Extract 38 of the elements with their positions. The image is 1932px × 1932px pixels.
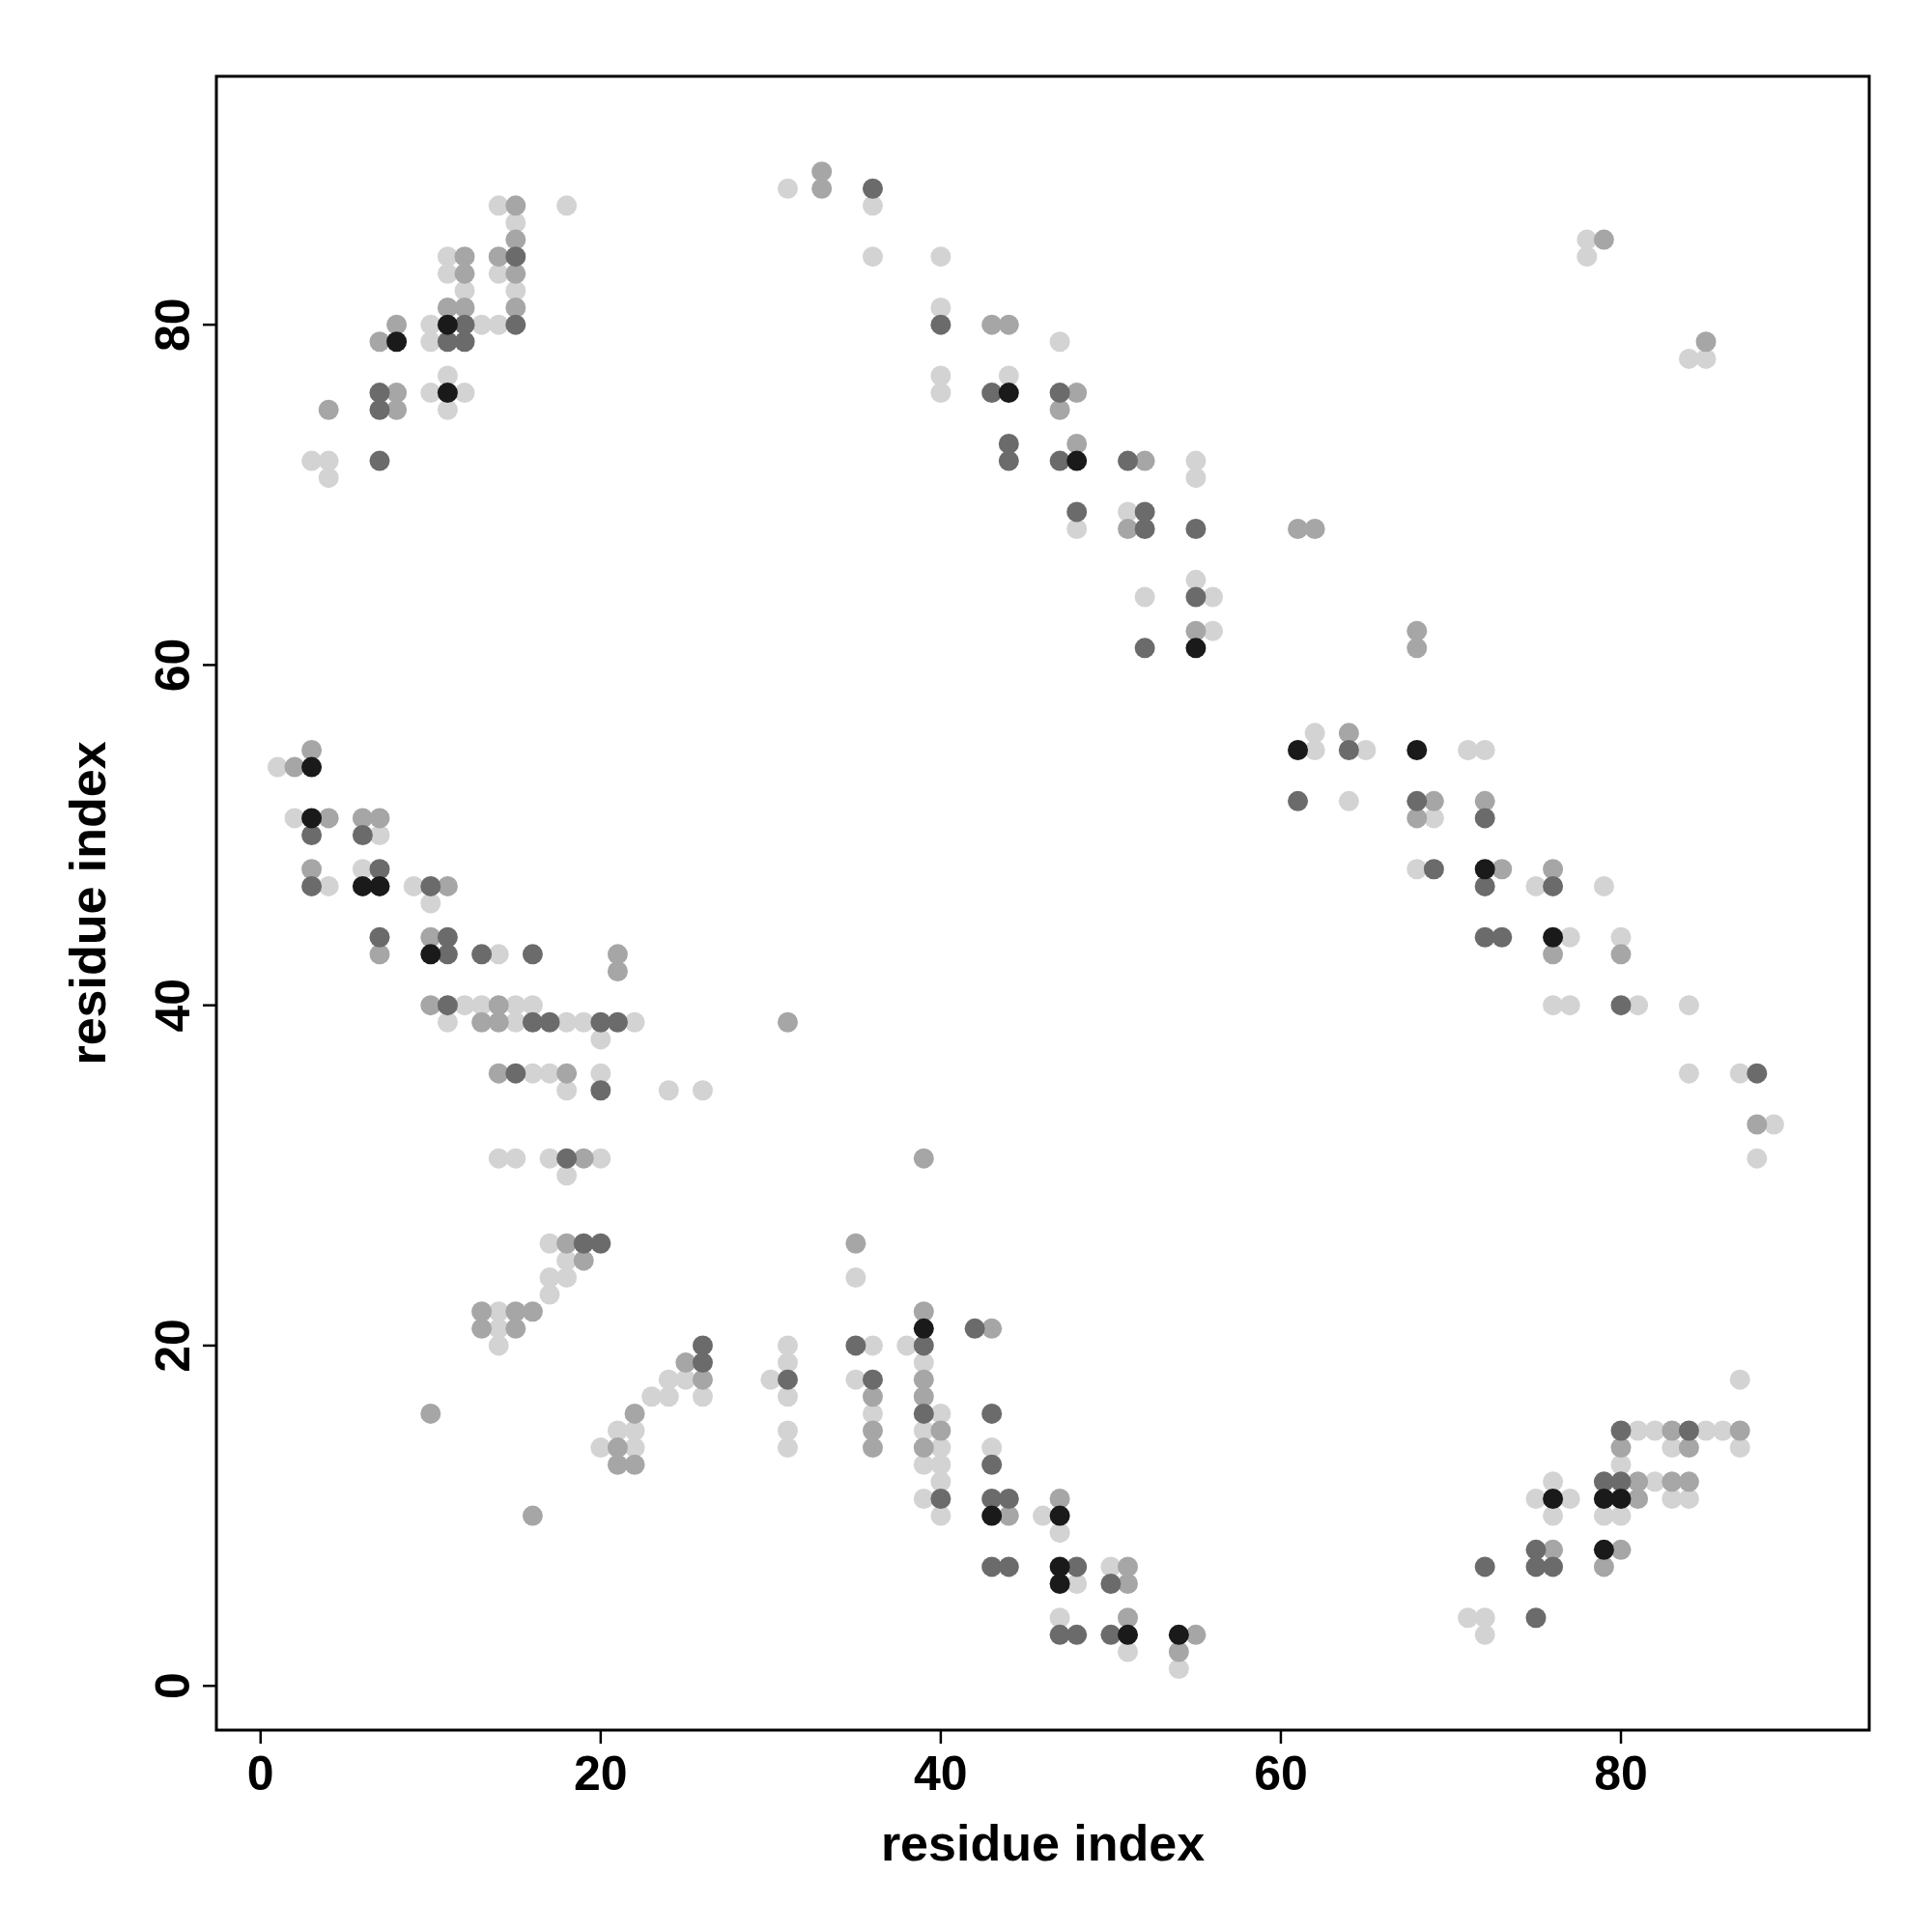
point bbox=[1288, 739, 1309, 760]
point bbox=[1543, 1488, 1564, 1509]
x-tick-label: 20 bbox=[574, 1747, 628, 1801]
point bbox=[369, 875, 390, 896]
y-tick-label: 40 bbox=[146, 978, 200, 1033]
point bbox=[1118, 1624, 1139, 1645]
y-tick-label: 20 bbox=[146, 1319, 200, 1373]
x-tick-label: 80 bbox=[1594, 1747, 1648, 1801]
point bbox=[437, 383, 458, 404]
point bbox=[1049, 1556, 1070, 1577]
x-tick-label: 40 bbox=[914, 1747, 968, 1801]
point bbox=[981, 1505, 1003, 1526]
point bbox=[1185, 638, 1207, 659]
y-tick-label: 60 bbox=[146, 638, 200, 693]
point bbox=[1543, 926, 1564, 948]
point bbox=[420, 944, 441, 965]
y-tick-label: 0 bbox=[146, 1672, 200, 1700]
point bbox=[1168, 1624, 1189, 1645]
point bbox=[913, 1318, 934, 1339]
point bbox=[352, 875, 373, 896]
point bbox=[1593, 1488, 1614, 1509]
point bbox=[1066, 450, 1088, 471]
point bbox=[301, 808, 323, 829]
point bbox=[1474, 859, 1495, 880]
x-axis-title: residue index bbox=[880, 1815, 1206, 1871]
point bbox=[998, 383, 1019, 404]
x-tick-label: 0 bbox=[246, 1747, 274, 1801]
point bbox=[1406, 739, 1428, 760]
point bbox=[1593, 1539, 1614, 1560]
point bbox=[1049, 1505, 1070, 1526]
point bbox=[1610, 1488, 1632, 1509]
point bbox=[437, 314, 458, 335]
point bbox=[386, 331, 408, 353]
y-tick-label: 80 bbox=[146, 298, 200, 352]
y-axis-title: residue index bbox=[60, 741, 116, 1065]
x-tick-label: 60 bbox=[1254, 1747, 1308, 1801]
point bbox=[301, 756, 323, 778]
point bbox=[1049, 1574, 1070, 1595]
